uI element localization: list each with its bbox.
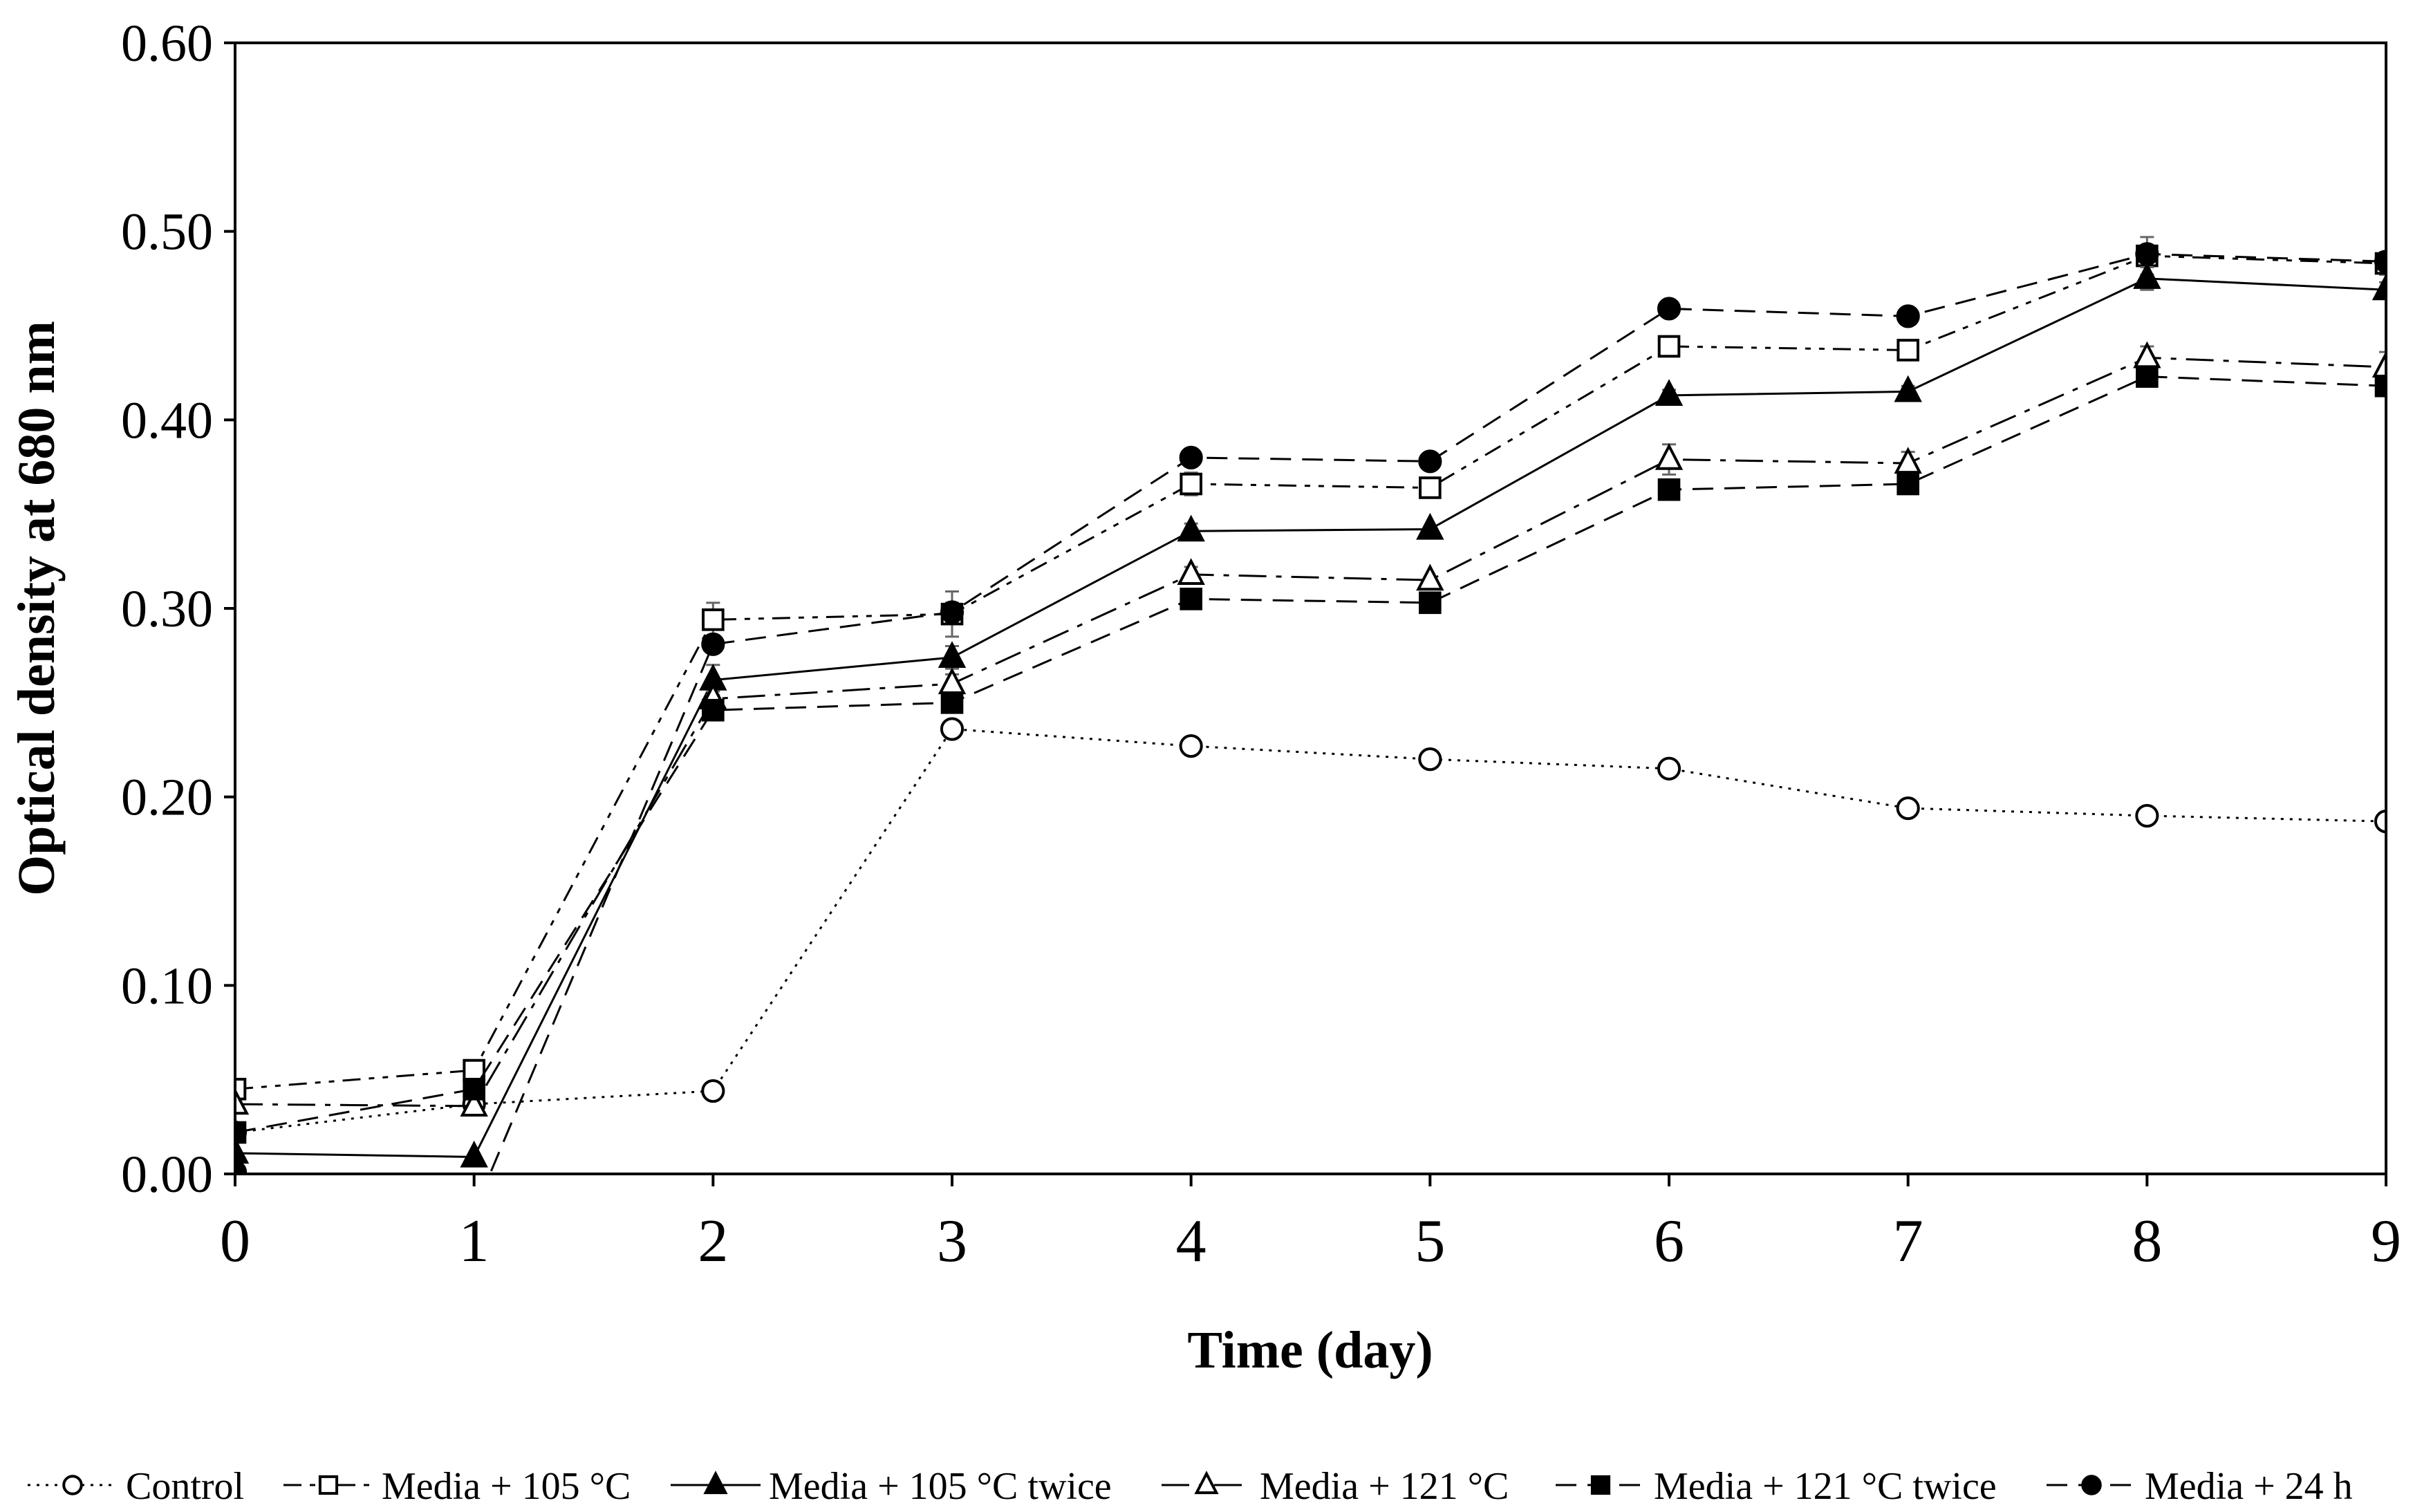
data-point (701, 632, 725, 656)
x-tick-label: 7 (1893, 1208, 1923, 1275)
data-point (2372, 351, 2386, 378)
data-point (460, 1140, 488, 1168)
series-1 (235, 717, 2386, 1145)
y-tick-label: 0.60 (121, 15, 213, 73)
data-point (1416, 563, 1444, 591)
x-tick-label: 1 (459, 1208, 490, 1275)
data-point (1179, 734, 1203, 758)
data-point (1657, 335, 1681, 358)
legend-label: Media + 121 °C twice (1654, 1465, 1997, 1508)
data-point (940, 600, 965, 624)
x-tick-label: 0 (220, 1208, 250, 1275)
data-point (1897, 472, 1919, 496)
legend-item-1: Control (28, 1465, 244, 1508)
data-point (1180, 588, 1202, 610)
y-axis-title: Optical density at 680 nm (8, 321, 66, 896)
legend-label: Media + 105 °C twice (769, 1465, 1112, 1508)
data-point (1897, 339, 1919, 362)
x-tick-label: 4 (1176, 1208, 1206, 1275)
series-line (235, 252, 2386, 1174)
data-point (701, 1079, 725, 1103)
data-point (1416, 512, 1444, 540)
y-tick-label: 0.40 (121, 391, 213, 449)
data-point (1419, 476, 1442, 499)
y-tick-label: 0.30 (121, 580, 213, 638)
legend-marker (1194, 1471, 1219, 1495)
axes-layer: 0.00 0.10 0.20 0.30 0.40 0.50 0.60 0 1 2 3 4 5 6 7 8 9 (121, 15, 2401, 1275)
legend-item-6: Media + 24 h (2047, 1465, 2353, 1508)
data-point (1177, 558, 1205, 586)
data-point (1418, 449, 1442, 474)
data-point (938, 641, 967, 668)
series-line (235, 254, 2386, 1090)
legend-label: Media + 24 h (2145, 1465, 2353, 1508)
legend: Control Media + 105 °C Media + 105 °C twic… (28, 1465, 2353, 1508)
x-tick-label: 8 (2132, 1208, 2162, 1275)
legend-item-3: Media + 105 °C twice (671, 1465, 1112, 1508)
data-point (2135, 803, 2159, 828)
y-tick-label: 0.50 (121, 203, 213, 261)
series-6 (235, 242, 2386, 1174)
data-point (702, 608, 725, 631)
data-point (1657, 756, 1681, 781)
data-point (1177, 514, 1205, 542)
data-point (1657, 478, 1681, 501)
x-axis-title: Time (day) (1187, 1321, 1433, 1379)
legend-marker (62, 1475, 83, 1495)
data-point (1896, 796, 1920, 821)
data-point (1894, 375, 1922, 402)
series-line (235, 727, 2386, 1134)
data-point (940, 717, 965, 741)
data-point (460, 1090, 488, 1117)
data-point (940, 691, 964, 714)
x-tick-label: 6 (1654, 1208, 1684, 1275)
series-line (235, 375, 2386, 1134)
data-point (702, 698, 725, 722)
series-line (235, 356, 2386, 1108)
legend-item-4: Media + 121 °C (1162, 1465, 1509, 1508)
data-point (1655, 379, 1684, 406)
y-tick-label: 0.00 (121, 1146, 213, 1204)
data-point (1894, 447, 1922, 474)
legend-marker (703, 1471, 728, 1495)
legend-marker (1590, 1475, 1611, 1495)
data-point (463, 1078, 485, 1101)
series-3 (235, 262, 2386, 1168)
data-point (2136, 365, 2159, 388)
x-tick-label: 2 (698, 1208, 728, 1275)
data-point (2372, 273, 2386, 301)
x-tick-label: 5 (1415, 1208, 1445, 1275)
data-point (1418, 747, 1442, 772)
series-4 (235, 341, 2386, 1117)
x-tick-label: 9 (2371, 1208, 2401, 1275)
data-point (235, 1088, 250, 1115)
series-layer (235, 236, 2386, 1174)
legend-marker (318, 1475, 339, 1495)
legend-marker (2081, 1475, 2102, 1495)
data-point (1180, 472, 1202, 496)
data-point (2133, 262, 2161, 289)
data-point (1655, 442, 1684, 470)
data-point (1419, 591, 1442, 615)
y-tick-label: 0.10 (121, 957, 213, 1015)
legend-label: Media + 121 °C (1260, 1465, 1509, 1508)
x-tick-label: 3 (937, 1208, 967, 1275)
data-point (1896, 304, 1920, 328)
legend-item-5: Media + 121 °C twice (1556, 1465, 1997, 1508)
series-line (235, 277, 2386, 1158)
legend-label: Control (126, 1465, 244, 1508)
data-point (1657, 297, 1681, 321)
series-5 (235, 365, 2386, 1144)
legend-label: Media + 105 °C (382, 1465, 631, 1508)
data-point (1179, 445, 1203, 469)
data-point (235, 1137, 250, 1164)
y-tick-label: 0.20 (121, 769, 213, 827)
legend-item-2: Media + 105 °C (283, 1465, 631, 1508)
data-point (2135, 242, 2159, 266)
